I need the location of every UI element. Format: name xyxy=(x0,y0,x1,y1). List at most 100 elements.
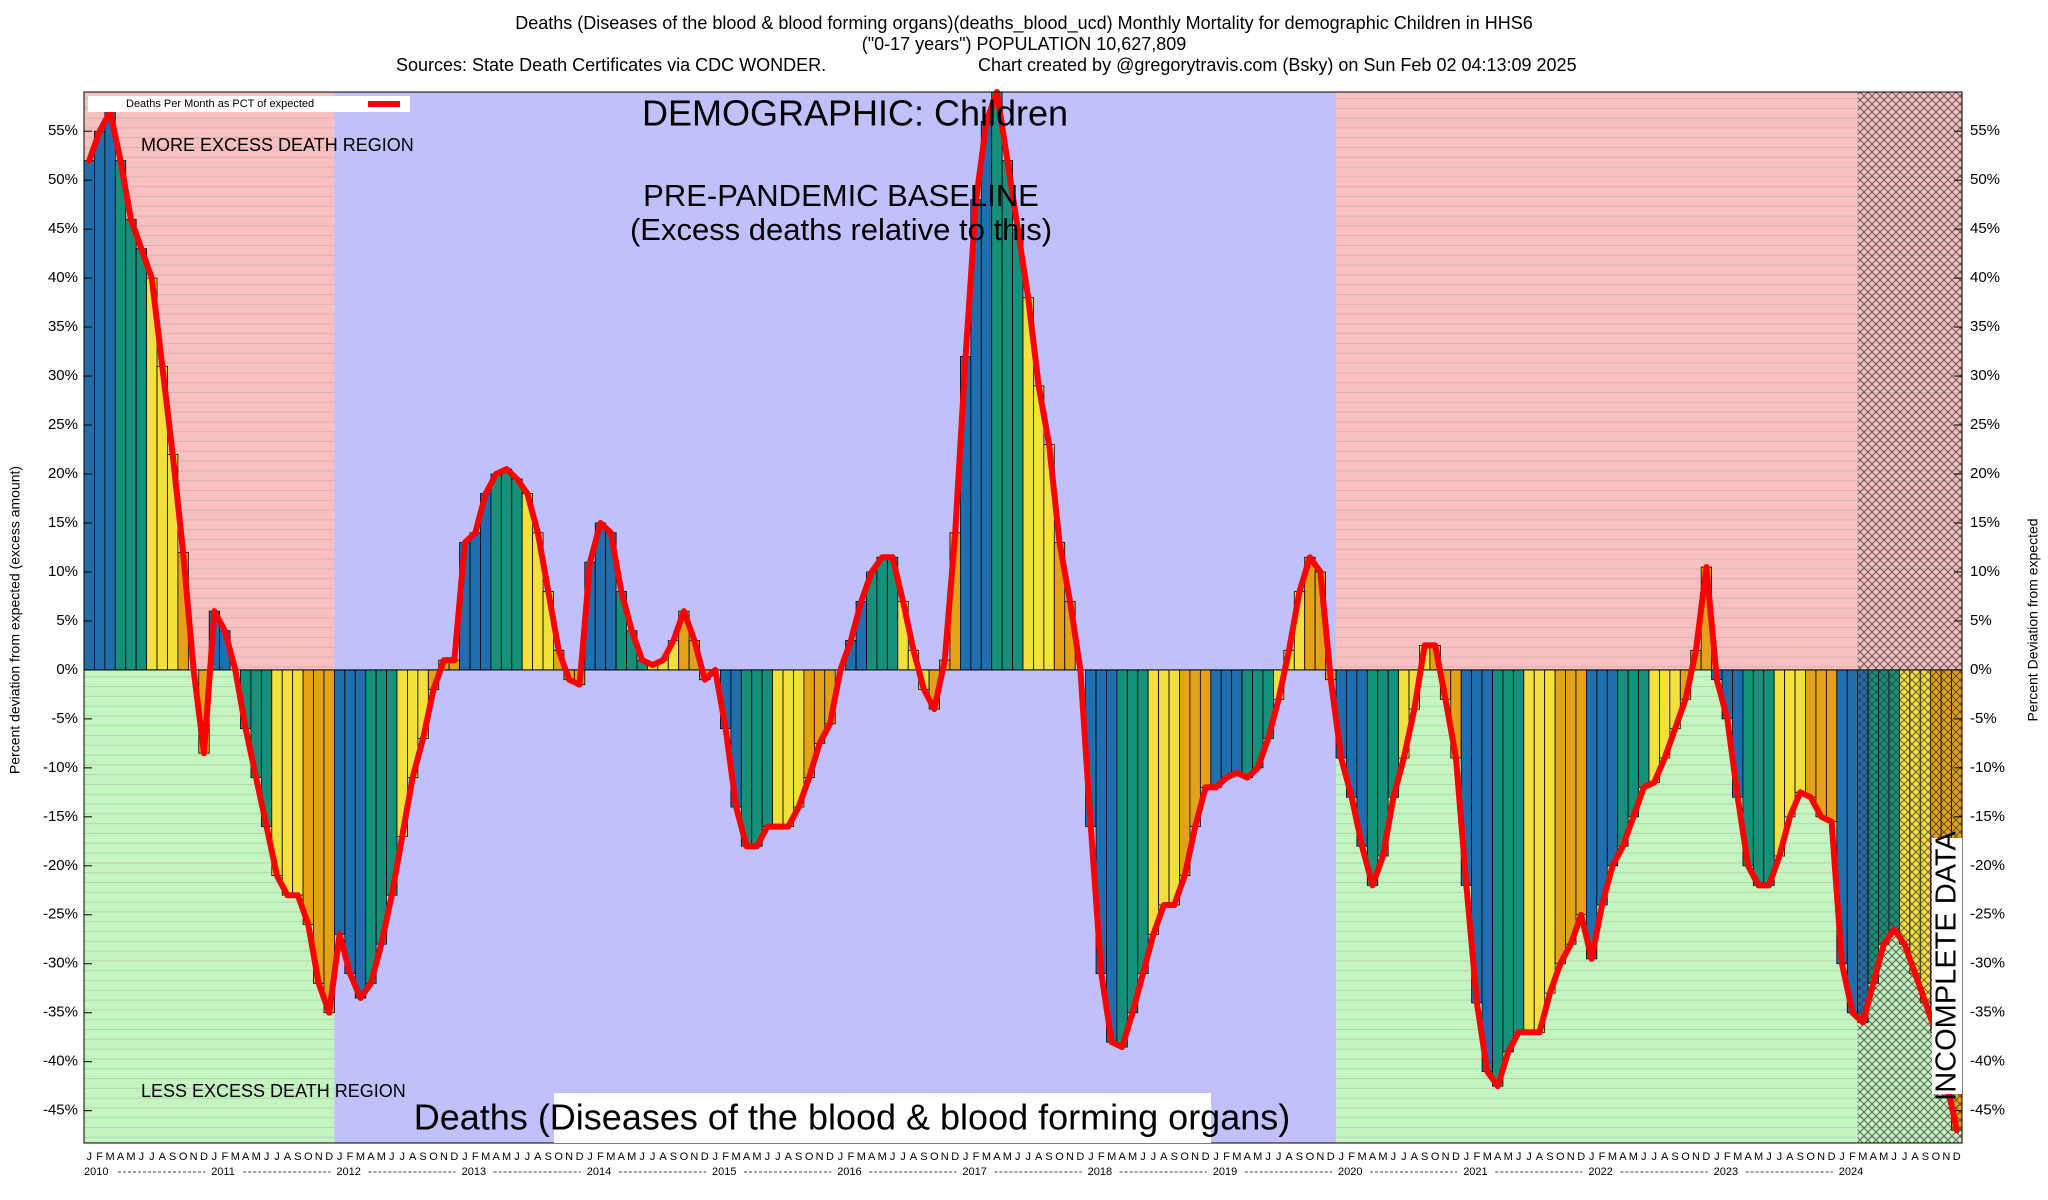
x-tick-label: J xyxy=(514,1151,520,1163)
bar xyxy=(1533,669,1546,1033)
x-tick-label: M xyxy=(1232,1151,1241,1163)
x-tick-label: N xyxy=(1692,1151,1700,1163)
bar xyxy=(1366,669,1379,886)
x-tick-label: A xyxy=(1786,1151,1794,1163)
x-tick-label: D xyxy=(200,1151,208,1163)
bar xyxy=(1158,669,1170,906)
bar xyxy=(1502,669,1514,1053)
x-tick-label: S xyxy=(294,1151,301,1163)
x-tick-label: J xyxy=(765,1151,771,1163)
bar xyxy=(469,532,481,671)
y-tick-label: 55% xyxy=(48,122,78,139)
x-tick-label: J xyxy=(462,1151,468,1163)
x-tick-label: O xyxy=(429,1151,438,1163)
x-tick-label: A xyxy=(1911,1151,1919,1163)
x-tick-label: J xyxy=(1641,1151,1647,1163)
x-tick-label: F xyxy=(1849,1151,1856,1163)
annotation: INCOMPLETE DATA xyxy=(1931,831,1963,1101)
x-tick-label: M xyxy=(1754,1151,1763,1163)
y-tick-label: -10% xyxy=(43,759,78,776)
x-tick-label: J xyxy=(1391,1151,1397,1163)
y2-tick-label: -15% xyxy=(1970,808,2005,825)
x-tick-label: J xyxy=(775,1151,781,1163)
x-tick-label: S xyxy=(670,1151,677,1163)
x-tick-label: S xyxy=(169,1151,176,1163)
x-tick-label: J xyxy=(1902,1151,1908,1163)
x-tick-label: D xyxy=(1202,1151,1210,1163)
x-tick-label: O xyxy=(1932,1151,1941,1163)
legend-box xyxy=(88,96,410,112)
x-tick-label: F xyxy=(1223,1151,1230,1163)
bar xyxy=(1210,669,1222,788)
bar xyxy=(1554,669,1566,965)
x-tick-label: F xyxy=(96,1151,103,1163)
x-tick-label: M xyxy=(627,1151,636,1163)
y2-tick-label: -45% xyxy=(1970,1102,2005,1119)
year-label: 2013 xyxy=(462,1166,486,1178)
x-tick-label: F xyxy=(1724,1151,1731,1163)
x-tick-label: N xyxy=(1442,1151,1450,1163)
y-tick-label: 40% xyxy=(48,269,78,286)
year-label: 2018 xyxy=(1088,1166,1112,1178)
year-label: 2010 xyxy=(84,1166,108,1178)
annotation: LESS EXCESS DEATH REGION xyxy=(141,1081,406,1101)
y-tick-label: 0% xyxy=(56,661,78,678)
x-tick-label: M xyxy=(1378,1151,1387,1163)
y-tick-label: -20% xyxy=(43,857,78,874)
x-tick-label: A xyxy=(785,1151,793,1163)
x-tick-label: O xyxy=(930,1151,939,1163)
bar xyxy=(281,669,294,896)
y2-tick-label: 50% xyxy=(1970,171,2000,188)
x-tick-label: M xyxy=(502,1151,511,1163)
y-tick-label: 5% xyxy=(56,612,78,629)
bar xyxy=(1606,669,1619,867)
x-tick-label: A xyxy=(1494,1151,1502,1163)
bar xyxy=(313,669,325,984)
x-tick-label: A xyxy=(1744,1151,1752,1163)
x-tick-label: O xyxy=(1180,1151,1189,1163)
x-tick-label: A xyxy=(993,1151,1001,1163)
cause-box xyxy=(554,1093,1211,1143)
bar xyxy=(1617,669,1629,847)
bar xyxy=(500,468,513,671)
x-tick-label: J xyxy=(1213,1151,1219,1163)
x-tick-label: M xyxy=(1858,1151,1867,1163)
x-tick-label: J xyxy=(212,1151,218,1163)
x-tick-label: A xyxy=(1118,1151,1126,1163)
bar xyxy=(1575,669,1587,916)
y2-tick-label: 55% xyxy=(1970,122,2000,139)
x-tick-label: N xyxy=(565,1151,573,1163)
x-tick-label: J xyxy=(264,1151,270,1163)
y2-axis-label: Percent Deviation from expected xyxy=(2025,518,2041,721)
chart-title: Deaths (Diseases of the blood & blood fo… xyxy=(515,13,1533,34)
x-tick-label: F xyxy=(1473,1151,1480,1163)
bar xyxy=(1648,669,1660,783)
x-tick-label: D xyxy=(1577,1151,1585,1163)
x-tick-label: O xyxy=(1681,1151,1690,1163)
bar xyxy=(1523,669,1535,1033)
x-tick-label: A xyxy=(1160,1151,1168,1163)
bar xyxy=(1241,669,1253,779)
bar xyxy=(323,669,335,1014)
credit: Chart created by @gregorytravis.com (Bsk… xyxy=(978,55,1577,75)
chart-subtitle: ("0-17 years") POPULATION 10,627,809 xyxy=(862,34,1187,54)
x-tick-label: M xyxy=(1608,1151,1617,1163)
bar xyxy=(1596,669,1608,906)
x-tick-label: M xyxy=(1733,1151,1742,1163)
annotation: MORE EXCESS DEATH REGION xyxy=(141,135,414,155)
annotation: Deaths (Diseases of the blood & blood fo… xyxy=(414,1097,1290,1138)
x-tick-label: D xyxy=(1828,1151,1836,1163)
x-tick-label: A xyxy=(743,1151,751,1163)
x-tick-label: J xyxy=(1151,1151,1157,1163)
x-tick-label: J xyxy=(1714,1151,1720,1163)
year-label: 2019 xyxy=(1213,1166,1237,1178)
x-tick-label: F xyxy=(847,1151,854,1163)
x-tick-label: N xyxy=(315,1151,323,1163)
y2-tick-label: 5% xyxy=(1970,612,1992,629)
bar xyxy=(1627,669,1639,818)
bar xyxy=(480,493,492,671)
x-tick-label: A xyxy=(1411,1151,1419,1163)
bar xyxy=(1116,669,1128,1048)
x-tick-label: A xyxy=(1244,1151,1252,1163)
